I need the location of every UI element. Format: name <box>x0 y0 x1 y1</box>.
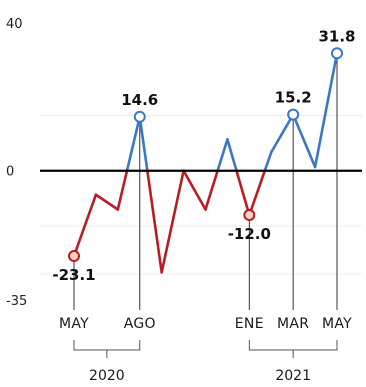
y-tick-label-0: 40 <box>6 17 23 32</box>
x-tick-label-0: MAY <box>59 316 89 332</box>
data-label-0: -23.1 <box>52 266 95 284</box>
x-tick-label-2: ENE <box>235 316 264 332</box>
y-tick-label-2: -35 <box>6 294 27 309</box>
series-segment-10 <box>226 138 238 173</box>
data-label-3: 15.2 <box>275 89 312 107</box>
label-layer: -23.1 14.6 -12.0 15.2 31.8 <box>52 27 355 284</box>
data-label-2: -12.0 <box>228 225 271 243</box>
year-label-1: 2021 <box>275 368 311 384</box>
x-tick-label-4: MAY <box>322 316 352 332</box>
series-segment-2 <box>116 169 129 211</box>
data-point-marker-0 <box>68 250 80 263</box>
year-bracket-0 <box>73 340 141 351</box>
grid-layer <box>40 114 362 275</box>
y-tick-label-1: 0 <box>6 165 14 180</box>
series-segment-0 <box>72 193 98 258</box>
x-tick-label-3: MAR <box>277 316 309 332</box>
series-segment-14 <box>269 113 295 154</box>
marker-layer <box>68 47 343 263</box>
series-segment-6 <box>160 169 185 274</box>
axis-layer: 40 0 -35 MAY AGO ENE MAR MAY 2020 2021 <box>6 17 352 384</box>
data-point-marker-4 <box>331 47 343 60</box>
year-bracket-1 <box>248 340 338 351</box>
data-point-marker-3 <box>287 108 300 121</box>
series-segment-13 <box>263 150 273 173</box>
series-segment-16 <box>313 51 339 169</box>
series-segment-3 <box>125 115 142 173</box>
series-segment-9 <box>216 138 229 173</box>
data-point-marker-2 <box>243 209 256 222</box>
series-segment-7 <box>182 169 207 211</box>
series-segment-12 <box>248 169 267 217</box>
data-label-1: 14.6 <box>121 91 158 109</box>
line-layer <box>72 51 339 274</box>
data-label-4: 31.8 <box>318 27 355 45</box>
series-segment-4 <box>138 115 149 173</box>
series-segment-5 <box>146 169 163 274</box>
series-segment-8 <box>204 169 219 211</box>
year-label-0: 2020 <box>89 368 125 384</box>
series-segment-1 <box>94 193 120 211</box>
series-segment-11 <box>235 169 251 217</box>
series-segment-15 <box>291 113 317 169</box>
x-tick-label-1: AGO <box>124 316 156 332</box>
data-point-marker-1 <box>133 110 146 123</box>
guide-layer <box>73 53 338 310</box>
